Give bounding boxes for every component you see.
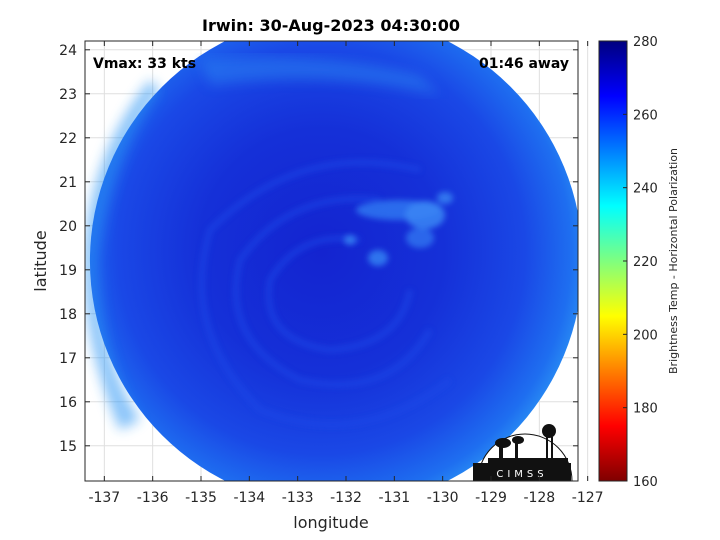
swath-image bbox=[85, 41, 578, 481]
spiral-bands bbox=[198, 159, 452, 428]
swath-disc bbox=[90, 41, 578, 481]
cimss-logo: CIMSS bbox=[473, 424, 573, 482]
x-tick-label: -130 bbox=[427, 490, 459, 506]
y-tick-label: 22 bbox=[59, 131, 77, 147]
x-tick-label: -129 bbox=[475, 490, 507, 506]
y-tick-label: 24 bbox=[59, 43, 77, 59]
axes-frame bbox=[84, 40, 579, 482]
colorbar-tick-label: 260 bbox=[633, 108, 658, 123]
away-annotation: 01:46 away bbox=[479, 56, 569, 72]
x-tick-label: -128 bbox=[523, 490, 555, 506]
colorbar-tick-label: 280 bbox=[633, 35, 658, 50]
x-tick-label: -135 bbox=[185, 490, 217, 506]
colorbar-ticks: 160 180 200 220 240 260 280 bbox=[623, 35, 658, 490]
colorbar-tick-label: 160 bbox=[633, 475, 658, 490]
x-tick-label: -137 bbox=[88, 490, 120, 506]
axis-ticks: -137 -136 -135 -134 -133 -132 -131 -130 -129 -128… bbox=[59, 41, 604, 506]
colorbar-tick-label: 200 bbox=[633, 328, 658, 343]
x-tick-label: -136 bbox=[137, 490, 169, 506]
x-tick-label: -127 bbox=[572, 490, 604, 506]
logo-text: CIMSS bbox=[496, 469, 547, 480]
north-margin bbox=[200, 57, 440, 95]
y-tick-label: 15 bbox=[59, 439, 77, 455]
colorbar-tick-label: 180 bbox=[633, 402, 658, 417]
vmax-annotation: Vmax: 33 kts bbox=[93, 56, 196, 72]
logo-silhouette bbox=[488, 424, 568, 463]
x-tick-label: -132 bbox=[330, 490, 362, 506]
y-tick-label: 20 bbox=[59, 219, 77, 235]
y-tick-label: 21 bbox=[59, 175, 77, 191]
logo-band bbox=[473, 463, 571, 481]
y-tick-label: 19 bbox=[59, 263, 77, 279]
x-axis-label: longitude bbox=[293, 513, 368, 532]
colorbar bbox=[598, 40, 628, 482]
colorbar-tick-label: 220 bbox=[633, 255, 658, 270]
west-margin bbox=[85, 80, 160, 430]
colorbar-tick-label: 240 bbox=[633, 182, 658, 197]
chart-title: Irwin: 30-Aug-2023 04:30:00 bbox=[202, 16, 460, 35]
y-axis-label: latitude bbox=[31, 230, 50, 291]
x-tick-label: -134 bbox=[233, 490, 265, 506]
y-tick-label: 17 bbox=[59, 351, 77, 367]
x-tick-label: -133 bbox=[282, 490, 314, 506]
core-features bbox=[344, 192, 453, 266]
y-tick-label: 23 bbox=[59, 87, 77, 103]
x-tick-label: -131 bbox=[378, 490, 410, 506]
colorbar-label: Brightness Temp - Horizontal Polarizatio… bbox=[667, 148, 680, 374]
y-tick-label: 18 bbox=[59, 307, 77, 323]
y-tick-label: 16 bbox=[59, 395, 77, 411]
